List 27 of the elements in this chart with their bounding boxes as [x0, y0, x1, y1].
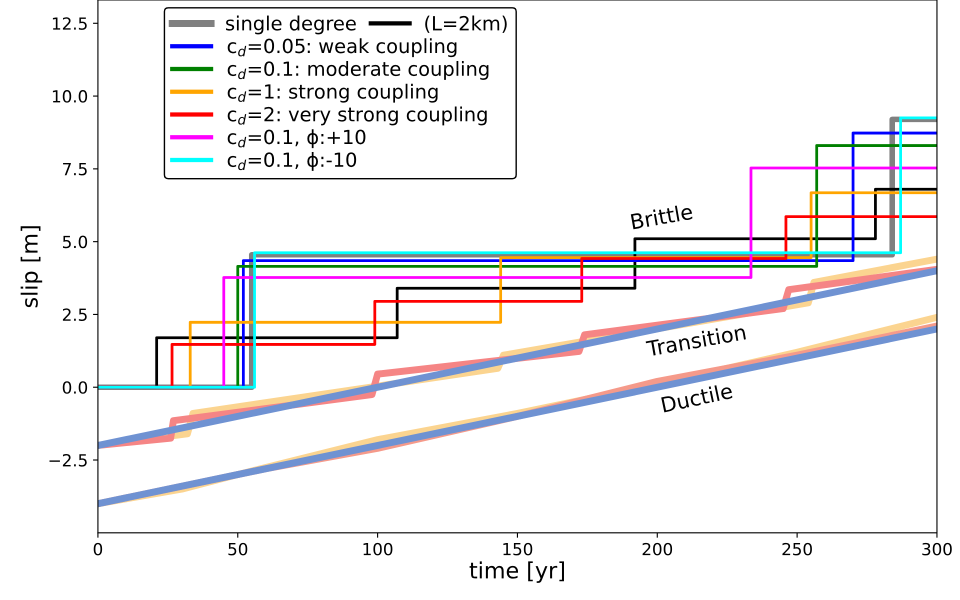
y-axis-title: slip [m] — [20, 226, 42, 308]
legend-label: c$_{d}$=0.1, ϕ:+10 — [228, 129, 366, 148]
legend-label: single degree — [226, 16, 356, 34]
x-tick-label: 100 — [364, 542, 392, 556]
legend-label: c$_{d}$=0.1: moderate coupling — [228, 61, 488, 80]
legend-label: c$_{d}$=0.05: weak coupling — [228, 38, 456, 58]
y-tick-label: 10.0 — [52, 90, 88, 103]
y-tick-label: 7.5 — [63, 163, 87, 176]
legend-label: c$_{d}$=0.1, ϕ:-10 — [228, 152, 356, 171]
x-tick-label: 50 — [228, 542, 248, 556]
y-tick-label: 12.5 — [52, 17, 87, 30]
y-tick-label: −2.5 — [49, 454, 87, 467]
x-tick-label: 0 — [94, 542, 102, 556]
x-tick-label: 300 — [922, 542, 952, 556]
annotation: Ductile — [661, 382, 733, 413]
y-tick-label: 2.5 — [62, 308, 87, 322]
annotation: Brittle — [630, 203, 694, 230]
legend-label: (L=2km) — [425, 16, 507, 33]
y-tick-label: 0.0 — [62, 381, 88, 394]
y-tick-label: 5.0 — [62, 236, 88, 248]
x-axis-title: time [yr] — [470, 561, 564, 583]
x-tick-label: 200 — [642, 542, 672, 556]
x-tick-label: 250 — [782, 542, 812, 556]
legend-label: c$_{d}$=1: strong coupling — [228, 84, 438, 103]
legend-label: c$_{d}$=2: very strong coupling — [228, 106, 487, 126]
x-tick-label: 150 — [503, 542, 532, 556]
annotation: Transition — [646, 324, 746, 357]
